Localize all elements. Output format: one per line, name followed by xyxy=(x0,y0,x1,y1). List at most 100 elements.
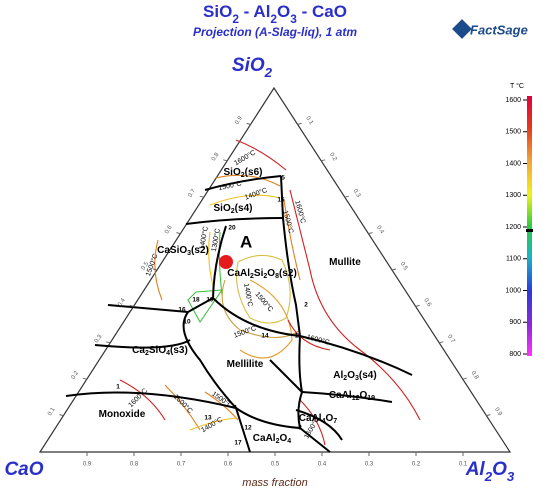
phase-label: CaAl2Si2O8(s2) xyxy=(227,268,297,281)
composition-marker xyxy=(219,255,233,269)
invariant-point: 1 xyxy=(116,384,120,391)
tick-mark xyxy=(106,341,111,344)
tick-label: 0.1 xyxy=(47,406,57,417)
isotherm-label: 1500°C xyxy=(172,393,194,415)
tick-mark xyxy=(176,232,181,235)
tick-mark xyxy=(129,304,134,307)
tick-mark xyxy=(223,159,228,162)
color-bar-label: 900 xyxy=(509,319,521,326)
tick-mark xyxy=(368,232,373,235)
tick-label: 0.1 xyxy=(304,116,314,127)
tick-label: 0.3 xyxy=(352,188,362,199)
axis-label: mass fraction xyxy=(242,477,307,489)
tick-label: 0.4 xyxy=(375,225,385,236)
isotherm-label: 1400°C xyxy=(198,226,210,250)
invariant-point: 5 xyxy=(281,175,285,182)
tick-label: 0.3 xyxy=(94,333,104,344)
isotherms xyxy=(119,139,421,446)
tick-label: 0.8 xyxy=(211,151,221,162)
tick-mark xyxy=(344,195,349,198)
invariant-point: 20 xyxy=(228,225,236,232)
invariant-point: 13 xyxy=(204,415,212,422)
tick-label: 0.9 xyxy=(234,115,244,126)
color-bar-label: 1300 xyxy=(505,192,521,199)
tick-mark xyxy=(246,122,251,125)
tick-label: 0.4 xyxy=(318,462,327,468)
tick-mark xyxy=(297,122,302,125)
phase-label: SiO2(s4) xyxy=(214,203,253,216)
invariant-point: 10 xyxy=(183,319,191,326)
color-bar-label: 1200 xyxy=(505,224,521,231)
phase-label: SiO2(s6) xyxy=(224,167,263,180)
tick-label: 0.9 xyxy=(83,462,92,468)
isotherm-label: 1600°C xyxy=(233,149,257,168)
tick-mark xyxy=(152,268,158,271)
tick-label: 0.6 xyxy=(164,224,174,235)
phase-label: Al2O3(s4) xyxy=(333,370,376,383)
color-bar-label: 1100 xyxy=(506,256,521,263)
isotherm-label: 1400°C xyxy=(242,283,254,307)
phase-label: Mullite xyxy=(329,257,361,268)
marker-label: A xyxy=(240,232,252,251)
tick-mark xyxy=(439,341,444,344)
invariant-point: 2 xyxy=(304,302,308,309)
phase-label: CaSiO3(s2) xyxy=(157,245,209,258)
tick-label: 0.4 xyxy=(117,297,127,308)
logo-text: FactSage xyxy=(470,22,528,37)
invariant-point: 18 xyxy=(192,297,200,304)
phase-label: CaAl2O4 xyxy=(253,433,291,446)
logo: FactSage xyxy=(452,19,528,39)
boundaries xyxy=(65,175,413,453)
isotherm-label: 1400°C xyxy=(244,186,269,202)
color-bar-label: 800 xyxy=(509,351,521,358)
tick-mark xyxy=(59,414,64,417)
tick-label: 0.5 xyxy=(271,462,280,468)
tick-label: 0.5 xyxy=(141,261,151,272)
color-bar xyxy=(527,96,532,356)
invariant-point: 14 xyxy=(261,333,269,340)
isotherm-label: 1300°C xyxy=(210,228,222,252)
vertex-label: CaO xyxy=(4,459,43,480)
tick-label: 0.8 xyxy=(130,462,139,468)
vertex-label: SiO2 xyxy=(232,55,273,80)
color-bar-label: 1600 xyxy=(505,97,521,104)
tick-label: 0.6 xyxy=(422,298,432,309)
vertex-label: Al2O3 xyxy=(465,459,515,484)
phase-label: CaAl4O7 xyxy=(299,413,337,426)
tick-label: 0.5 xyxy=(399,261,409,272)
tick-mark xyxy=(321,159,326,162)
color-bar-title: T °C xyxy=(510,82,524,90)
color-bar-label: 1400 xyxy=(505,160,521,167)
phase-label: Monoxide xyxy=(99,409,146,420)
subtitle: Projection (A-Slag-liq), 1 atm xyxy=(193,25,357,39)
tick-mark xyxy=(391,268,397,271)
invariant-point: 11 xyxy=(295,333,302,340)
tick-mark xyxy=(82,377,87,380)
title: SiO2 - Al2O3 - CaO xyxy=(203,2,347,26)
isotherm-label: 1500°C xyxy=(218,179,243,192)
invariant-point: 3 xyxy=(298,425,302,432)
tick-label: 0.6 xyxy=(224,462,233,468)
color-bar-label: 1000 xyxy=(505,287,521,294)
tick-label: 0.1 xyxy=(459,462,468,468)
tick-label: 0.3 xyxy=(365,462,374,468)
invariant-point: 19 xyxy=(206,297,214,304)
tick-label: 0.7 xyxy=(187,188,197,199)
invariant-point: 15 xyxy=(277,197,285,204)
invariant-point: 12 xyxy=(244,425,252,432)
tick-mark xyxy=(486,414,491,417)
invariant-point: 4 xyxy=(233,405,237,412)
invariant-point: 17 xyxy=(234,440,242,447)
phase-label: Mellilite xyxy=(227,359,264,370)
phase-label: CaAl12O19 xyxy=(329,390,375,403)
invariant-point: 16 xyxy=(178,307,186,314)
tick-label: 0.9 xyxy=(493,407,503,418)
isotherm-label: 1500°C xyxy=(254,290,275,313)
phase-label: Ca2SiO4(s3) xyxy=(132,345,188,358)
color-bar-mark xyxy=(526,229,533,232)
color-bar-label: 1500 xyxy=(505,129,521,136)
tick-mark xyxy=(462,377,467,380)
tick-label: 0.2 xyxy=(412,462,421,468)
tick-label: 0.7 xyxy=(177,462,186,468)
